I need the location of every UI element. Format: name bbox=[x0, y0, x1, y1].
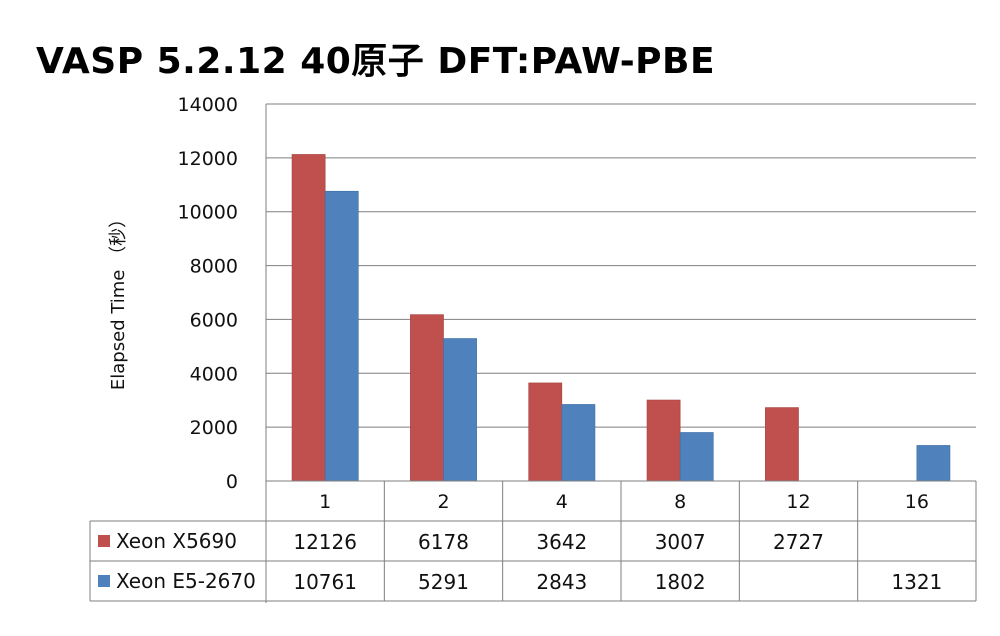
y-tick-label: 14000 bbox=[178, 94, 238, 116]
data-label: 5291 bbox=[418, 570, 469, 594]
data-label: 6178 bbox=[418, 530, 469, 554]
data-label: 2843 bbox=[536, 570, 587, 594]
bar bbox=[528, 382, 563, 482]
x-tick-label: 16 bbox=[905, 491, 929, 513]
legend-label: Xeon X5690 bbox=[116, 529, 237, 553]
x-tick-label: 1 bbox=[319, 491, 331, 513]
bar bbox=[679, 432, 714, 482]
bar bbox=[291, 154, 326, 482]
legend-swatch bbox=[98, 575, 110, 587]
x-tick-label: 4 bbox=[556, 491, 568, 513]
y-tick-label: 10000 bbox=[178, 202, 238, 224]
legend-swatch bbox=[98, 535, 110, 547]
data-label: 12126 bbox=[293, 530, 357, 554]
y-tick-label: 2000 bbox=[190, 417, 238, 439]
bar bbox=[646, 399, 681, 482]
bar bbox=[443, 338, 477, 482]
chart-title: VASP 5.2.12 40原子 DFT:PAW-PBE bbox=[36, 41, 716, 82]
bar bbox=[324, 190, 359, 482]
data-label: 2727 bbox=[773, 530, 824, 554]
bar bbox=[561, 404, 596, 482]
y-tick-label: 6000 bbox=[190, 309, 238, 331]
x-tick-label: 8 bbox=[674, 491, 686, 513]
data-label: 3642 bbox=[536, 530, 587, 554]
y-tick-label: 0 bbox=[226, 471, 238, 493]
bar bbox=[916, 445, 951, 482]
y-tick-label: 8000 bbox=[190, 256, 238, 278]
data-label: 3007 bbox=[655, 530, 706, 554]
bars bbox=[291, 154, 951, 482]
data-label: 1321 bbox=[891, 570, 942, 594]
x-tick-label: 12 bbox=[786, 491, 810, 513]
bar bbox=[765, 407, 799, 482]
bar bbox=[410, 314, 444, 482]
y-tick-label: 12000 bbox=[178, 148, 238, 170]
data-label: 10761 bbox=[293, 570, 357, 594]
y-tick-label: 4000 bbox=[190, 363, 238, 385]
y-axis-label: Elapsed Time （秒） bbox=[108, 210, 129, 390]
legend-label: Xeon E5-2670 bbox=[116, 569, 256, 593]
data-label: 1802 bbox=[655, 570, 706, 594]
x-tick-label: 2 bbox=[437, 491, 449, 513]
y-axis-ticks: 0 2000 4000 6000 8000 10000 12000 14000 bbox=[178, 94, 238, 493]
